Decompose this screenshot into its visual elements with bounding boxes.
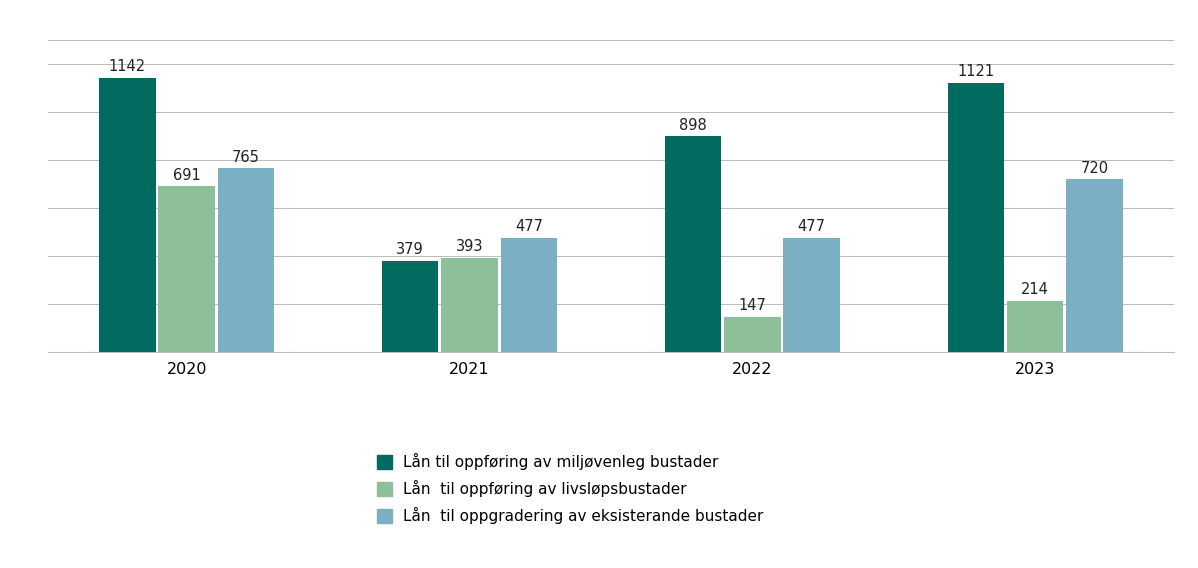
Text: 691: 691 <box>173 168 200 182</box>
Text: 214: 214 <box>1021 282 1049 297</box>
Text: 898: 898 <box>679 118 707 133</box>
Text: 720: 720 <box>1081 161 1108 176</box>
Text: 1121: 1121 <box>957 64 994 79</box>
Bar <box>99 78 156 352</box>
Bar <box>158 186 216 352</box>
Legend: Lån til oppføring av miljøvenleg bustader, Lån  til oppføring av livsløpsbustade: Lån til oppføring av miljøvenleg bustade… <box>371 447 769 531</box>
Text: 147: 147 <box>738 298 767 313</box>
Bar <box>382 261 438 352</box>
Bar <box>441 258 498 352</box>
Bar <box>783 237 840 352</box>
Text: 379: 379 <box>397 243 424 257</box>
Bar <box>218 168 274 352</box>
Bar <box>948 83 1004 352</box>
Bar <box>501 237 557 352</box>
Bar <box>1006 300 1064 352</box>
Text: 1142: 1142 <box>109 59 146 74</box>
Bar <box>1066 179 1123 352</box>
Text: 393: 393 <box>455 239 483 254</box>
Bar <box>665 136 721 352</box>
Text: 477: 477 <box>798 219 825 234</box>
Bar <box>724 317 781 352</box>
Text: 765: 765 <box>232 150 260 165</box>
Text: 477: 477 <box>515 219 543 234</box>
